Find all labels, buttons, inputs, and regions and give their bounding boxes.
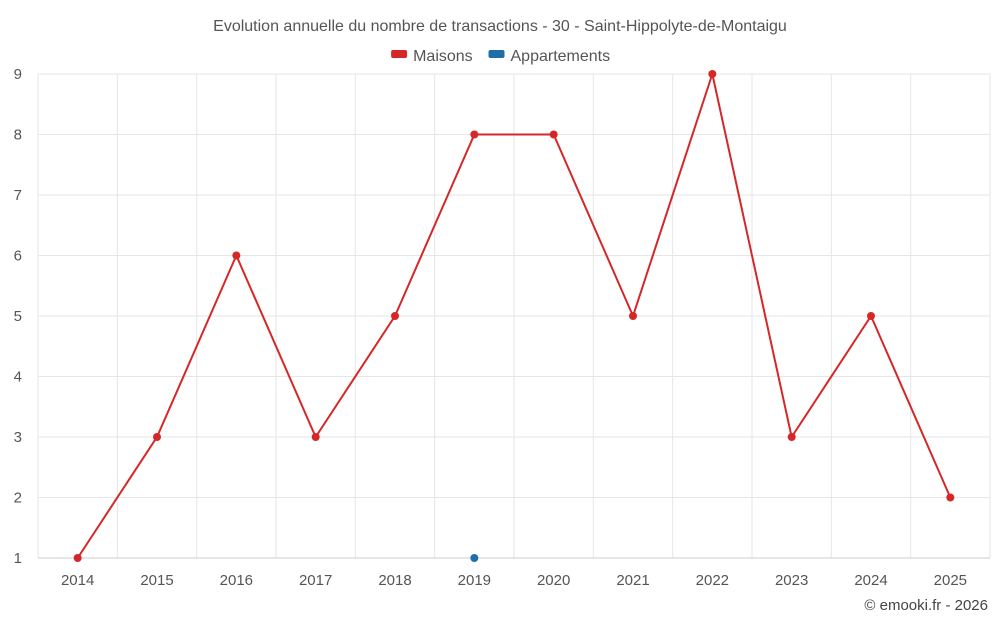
x-tick-label: 2024 [854,572,887,589]
data-point-maisons[interactable] [153,433,161,441]
x-tick-label: 2018 [378,572,411,589]
x-tick-label: 2014 [61,572,94,589]
x-tick-label: 2021 [616,572,649,589]
legend-label: Appartements [511,48,611,65]
x-tick-label: 2015 [140,572,173,589]
x-tick-label: 2023 [775,572,808,589]
x-tick-label: 2017 [299,572,332,589]
data-point-maisons[interactable] [470,130,479,139]
y-tick-label: 2 [14,490,22,507]
series-line-maisons [76,73,952,559]
data-point-maisons[interactable] [391,312,399,320]
data-point-appartements[interactable] [470,554,479,562]
y-tick-label: 3 [14,429,22,446]
series-layer [73,70,955,562]
data-point-maisons[interactable] [311,433,320,441]
y-tick-label: 6 [14,248,22,265]
x-tick-label: 2019 [458,572,491,589]
legend[interactable]: Maisons Appartements [391,48,610,65]
data-point-maisons[interactable] [232,251,241,260]
y-tick-label: 8 [14,127,22,144]
data-point-maisons[interactable] [787,433,796,441]
data-point-maisons[interactable] [708,70,717,78]
legend-label: Maisons [413,48,473,65]
x-tick-label: 2025 [934,572,967,589]
data-point-maisons[interactable] [867,312,875,320]
legend-swatch [391,50,408,58]
y-tick-label: 5 [14,308,22,325]
x-tick-label: 2020 [537,572,570,589]
x-tick-label: 2016 [220,572,253,589]
data-point-maisons[interactable] [629,312,637,320]
y-tick-label: 9 [14,66,22,83]
legend-item-appartements[interactable]: Appartements [488,48,611,65]
data-point-maisons[interactable] [549,130,558,139]
grid [37,73,991,559]
legend-swatch [488,50,505,58]
y-tick-label: 7 [14,187,22,204]
x-tick-label: 2022 [696,572,729,589]
data-point-maisons[interactable] [946,493,955,502]
y-tick-label: 4 [14,369,22,386]
chart-title: Evolution annuelle du nombre de transact… [213,18,787,35]
x-axis-ticks: 2014 2015 2016 2017 2018 2019 2020 2021 2022 2023… [61,572,967,589]
legend-item-maisons[interactable]: Maisons [391,48,473,65]
credit-text: © emooki.fr - 2026 [864,597,988,614]
data-point-maisons[interactable] [73,554,82,562]
y-axis-ticks: 1 2 3 4 5 6 7 8 9 [14,66,22,567]
y-tick-label: 1 [14,550,22,567]
